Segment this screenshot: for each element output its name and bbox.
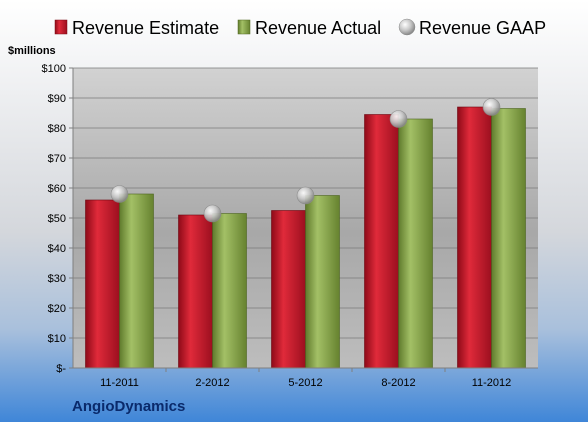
y-tick-label: $100 bbox=[42, 63, 66, 75]
x-tick-label: 5-2012 bbox=[288, 377, 322, 389]
x-tick-label: 8-2012 bbox=[381, 377, 415, 389]
legend-swatch-actual bbox=[237, 19, 251, 35]
marker-revenue-gaap bbox=[482, 98, 501, 116]
gaap-markers bbox=[110, 98, 501, 223]
x-tick-label: 2-2012 bbox=[195, 377, 229, 389]
marker-revenue-gaap bbox=[203, 204, 222, 223]
legend: Revenue Estimate Revenue Actual Revenue … bbox=[54, 18, 546, 38]
bar-revenue-estimate bbox=[457, 106, 492, 369]
legend-label-gaap: Revenue GAAP bbox=[419, 18, 546, 38]
y-tick-label: $90 bbox=[48, 93, 66, 105]
legend-swatch-estimate bbox=[54, 19, 68, 35]
x-tick-label: 11-2011 bbox=[100, 377, 139, 389]
y-tick-label: $- bbox=[56, 363, 66, 375]
y-tick-label: $60 bbox=[48, 183, 66, 195]
legend-label-estimate: Revenue Estimate bbox=[72, 18, 219, 38]
y-tick-label: $70 bbox=[48, 153, 66, 165]
y-tick-label: $40 bbox=[48, 243, 66, 255]
y-tick-label: $80 bbox=[48, 123, 66, 135]
company-label: AngioDynamics bbox=[72, 398, 185, 415]
y-tick-label: $30 bbox=[48, 273, 66, 285]
x-tick-label: 11-2012 bbox=[472, 377, 512, 389]
bar-revenue-actual bbox=[305, 195, 340, 369]
bar-revenue-estimate bbox=[178, 214, 213, 369]
legend-item-actual: Revenue Actual bbox=[237, 18, 381, 38]
legend-item-gaap: Revenue GAAP bbox=[398, 18, 546, 38]
bar-revenue-actual bbox=[119, 193, 154, 369]
marker-revenue-gaap bbox=[110, 185, 129, 203]
y-tick-label: $50 bbox=[48, 213, 66, 225]
marker-revenue-gaap bbox=[389, 110, 408, 128]
bar-revenue-actual bbox=[491, 108, 526, 369]
y-tick-labels: $- $10 $20 $30 $40 $50 $60 $70 $80 $90 $100 bbox=[42, 63, 73, 375]
legend-marker-gaap bbox=[398, 18, 416, 36]
legend-item-estimate: Revenue Estimate bbox=[54, 18, 219, 38]
bars bbox=[85, 106, 526, 369]
legend-label-actual: Revenue Actual bbox=[255, 18, 381, 38]
bar-revenue-estimate bbox=[85, 199, 120, 369]
unit-label: $millions bbox=[8, 45, 56, 57]
marker-revenue-gaap bbox=[296, 186, 315, 205]
bar-revenue-estimate bbox=[271, 210, 306, 369]
y-tick-label: $20 bbox=[48, 303, 66, 315]
bar-revenue-estimate bbox=[364, 114, 399, 369]
bar-revenue-actual bbox=[398, 118, 433, 369]
x-tick-labels: 11-2011 2-2012 5-2012 8-2012 11-2012 bbox=[100, 368, 511, 389]
bar-revenue-actual bbox=[212, 213, 247, 369]
y-tick-label: $10 bbox=[48, 333, 66, 345]
